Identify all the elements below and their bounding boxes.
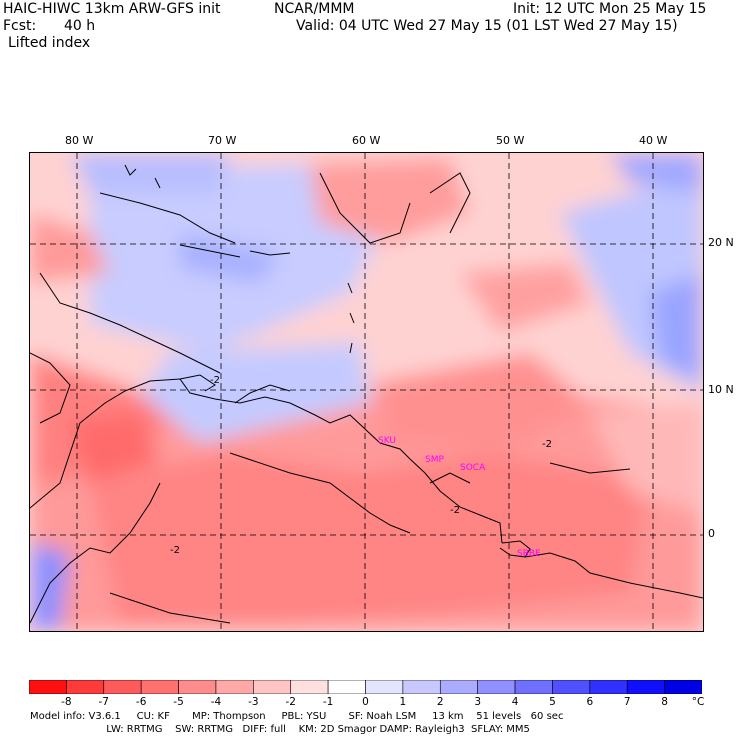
field-name: Lifted index — [8, 35, 91, 51]
colorbar-tick-label: 8 — [661, 696, 668, 708]
colorbar-box — [664, 680, 702, 694]
colorbar-tick-label: -8 — [61, 696, 72, 708]
colorbar-tick-label: -3 — [248, 696, 259, 708]
model-info-line1: Model info: V3.6.1 CU: KF MP: Thompson P… — [30, 711, 564, 722]
lon-label-70w: 70 W — [208, 134, 237, 147]
colorbar-box — [215, 680, 254, 694]
lon-label-60w: 60 W — [352, 134, 381, 147]
colorbar-tick-label: -7 — [98, 696, 110, 708]
contour-label-2: -2 — [210, 375, 220, 386]
field-shading — [30, 153, 703, 631]
colorbar-box — [552, 680, 591, 694]
islands — [99, 164, 355, 354]
colorbar-tick-label: -5 — [173, 696, 184, 708]
colorbar-box — [477, 680, 516, 694]
colorbar-box — [178, 680, 217, 694]
lat-label-20n: 20 N — [708, 236, 734, 249]
forecast-hour: 40 h — [64, 18, 96, 34]
colorbar-tick-label: -2 — [285, 696, 296, 708]
colorbar — [29, 680, 702, 694]
contour-label-4: -2 — [170, 545, 180, 556]
graticule — [30, 153, 703, 631]
colorbar-box — [103, 680, 142, 694]
colorbar-tick-label: 6 — [586, 696, 594, 708]
colorbar-tick-label: 3 — [474, 696, 481, 708]
colorbar-box — [66, 680, 105, 694]
colorbar-tick-label: -4 — [210, 696, 222, 708]
colorbar-tick-label: 7 — [623, 696, 631, 708]
colorbar-box — [140, 680, 179, 694]
colorbar-tick-label: 4 — [511, 696, 519, 708]
colorbar-tick-label: 5 — [549, 696, 556, 708]
colorbar-box — [439, 680, 478, 694]
lon-label-50w: 50 W — [496, 134, 525, 147]
org-label: NCAR/MMM — [274, 1, 355, 17]
colorbar-tick-label: -1 — [322, 696, 334, 708]
model-title: HAIC-HIWC 13km ARW-GFS init — [3, 1, 221, 17]
forecast-label: Fcst: — [3, 18, 37, 34]
station-sbbe: SBBE — [517, 549, 541, 559]
colorbar-tick-label: 1 — [399, 696, 407, 708]
station-soca: SOCA — [460, 463, 486, 473]
colorbar-box — [402, 680, 441, 694]
init-time: Init: 12 UTC Mon 25 May 15 — [513, 1, 707, 17]
colorbar-box — [290, 680, 329, 694]
station-sku: SKU — [378, 436, 396, 446]
valid-time: Valid: 04 UTC Wed 27 May 15 (01 LST Wed … — [296, 18, 678, 34]
colorbar-box — [626, 680, 665, 694]
colorbar-box — [365, 680, 404, 694]
colorbar-tick-label: -6 — [135, 696, 147, 708]
contour-label-1: -2 — [542, 439, 552, 450]
lon-label-80w: 80 W — [65, 134, 94, 147]
colorbar-box — [514, 680, 553, 694]
lat-label-10n: 10 N — [708, 383, 734, 396]
colorbar-unit: °C — [691, 696, 705, 708]
lon-label-40w: 40 W — [639, 134, 668, 147]
model-info-line2: LW: RRTMG SW: RRTMG DIFF: full KM: 2D Sm… — [30, 724, 530, 735]
contour-label-3: -2 — [450, 505, 460, 516]
lat-label-0: 0 — [708, 527, 715, 540]
colorbar-tick-label: 2 — [436, 696, 444, 708]
lifted-index-map: -2 -2 -2 -2 SKU SMP SOCA SBBE — [29, 152, 704, 632]
colorbar-box — [327, 680, 366, 694]
colorbar-box — [253, 680, 292, 694]
coastlines — [30, 172, 703, 624]
colorbar-box — [29, 680, 67, 694]
colorbar-tick-label: 0 — [362, 696, 369, 708]
station-smp: SMP — [425, 455, 444, 465]
colorbar-box — [589, 680, 628, 694]
